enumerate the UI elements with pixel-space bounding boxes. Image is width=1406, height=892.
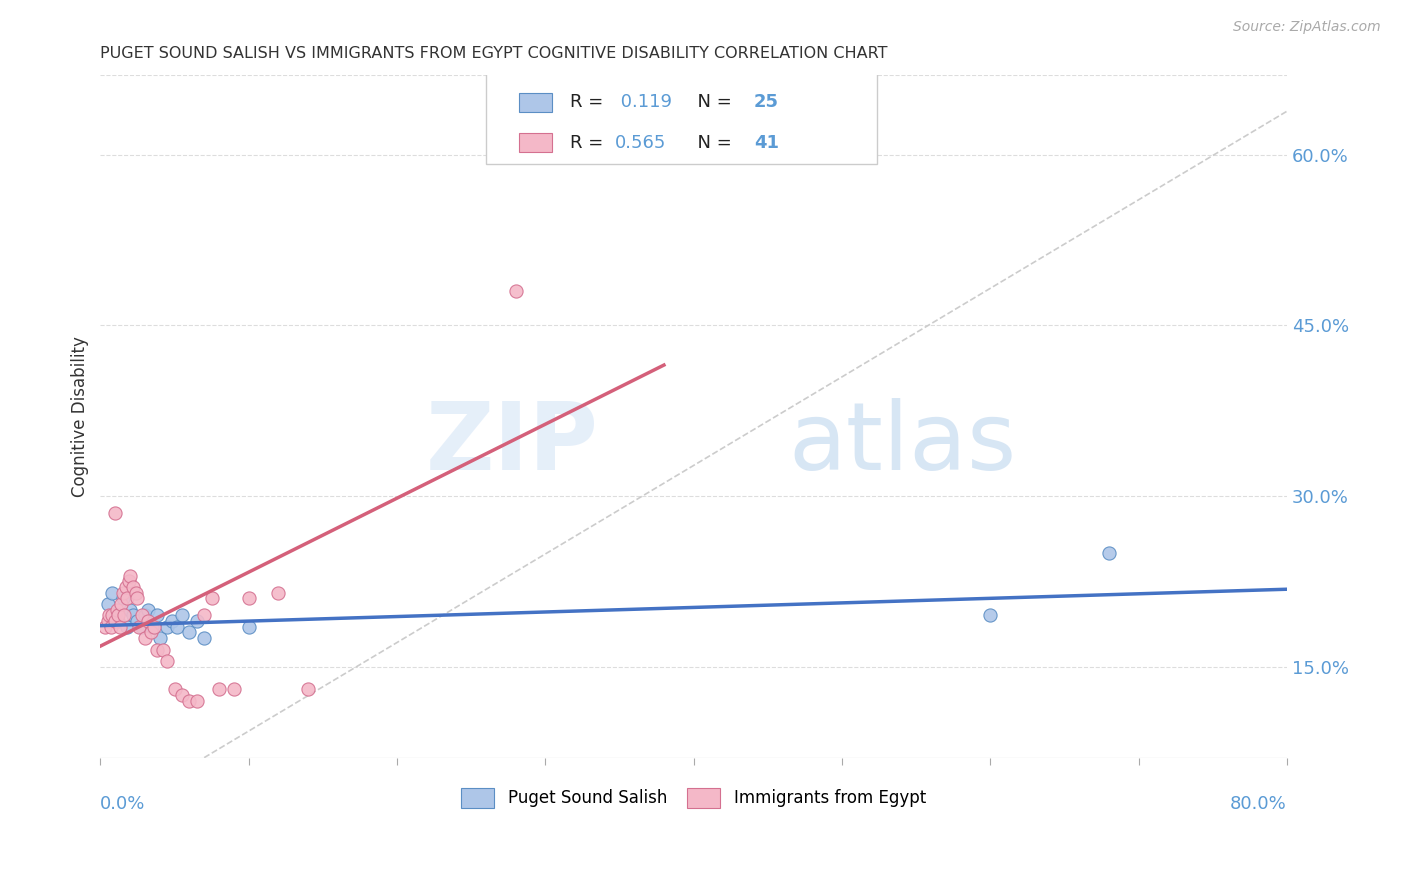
Point (122, 580, 145, 594)
Point (160, 614, 183, 628)
Point (94, 620, 117, 634)
Point (128, 620, 150, 634)
Text: R =: R = (571, 94, 609, 112)
Text: atlas: atlas (789, 398, 1017, 490)
Text: R =: R = (571, 134, 609, 152)
Point (136, 614, 159, 628)
Point (156, 654, 179, 668)
Point (193, 631, 215, 645)
FancyBboxPatch shape (519, 133, 553, 153)
Text: PUGET SOUND SALISH VS IMMIGRANTS FROM EGYPT COGNITIVE DISABILITY CORRELATION CHA: PUGET SOUND SALISH VS IMMIGRANTS FROM EG… (100, 46, 887, 62)
Point (152, 642, 174, 657)
Point (110, 597, 132, 611)
Point (139, 625, 162, 640)
Point (170, 608, 193, 623)
Point (179, 694, 201, 708)
Point (208, 682, 231, 697)
Point (297, 682, 319, 697)
Point (107, 608, 129, 623)
Point (118, 603, 141, 617)
FancyBboxPatch shape (519, 93, 553, 112)
Point (115, 591, 138, 606)
Point (111, 585, 134, 599)
Y-axis label: Cognitive Disability: Cognitive Disability (72, 335, 89, 497)
Point (179, 625, 201, 640)
Point (114, 580, 136, 594)
Point (101, 608, 124, 623)
Point (98, 608, 121, 623)
Point (100, 620, 122, 634)
Point (170, 688, 193, 702)
Point (134, 631, 156, 645)
Point (104, 608, 127, 623)
Point (1098, 546, 1121, 560)
Point (134, 608, 156, 623)
Point (193, 608, 215, 623)
Point (131, 620, 153, 634)
Point (186, 614, 208, 628)
Point (97, 597, 120, 611)
Text: 0.565: 0.565 (616, 134, 666, 152)
Point (117, 574, 139, 589)
Point (186, 694, 208, 708)
Text: 25: 25 (754, 94, 779, 112)
Point (505, 284, 527, 298)
Point (131, 608, 153, 623)
Text: N =: N = (686, 134, 738, 152)
Point (200, 591, 222, 606)
Point (149, 631, 172, 645)
Text: 80.0%: 80.0% (1230, 795, 1286, 814)
Point (979, 608, 1001, 623)
Point (125, 585, 148, 599)
Point (145, 608, 167, 623)
Point (267, 585, 290, 599)
Point (115, 620, 138, 634)
Point (104, 614, 127, 628)
Point (112, 608, 135, 623)
Point (127, 614, 149, 628)
Point (163, 682, 186, 697)
Point (122, 608, 145, 623)
Text: Source: ZipAtlas.com: Source: ZipAtlas.com (1233, 20, 1381, 34)
Point (156, 620, 179, 634)
Point (118, 568, 141, 582)
Point (111, 591, 134, 606)
FancyBboxPatch shape (486, 71, 877, 163)
Legend: Puget Sound Salish, Immigrants from Egypt: Puget Sound Salish, Immigrants from Egyp… (454, 781, 932, 814)
Text: 41: 41 (754, 134, 779, 152)
Text: 0.119: 0.119 (616, 94, 672, 112)
Point (238, 591, 260, 606)
Point (104, 506, 127, 520)
Text: N =: N = (686, 94, 738, 112)
Point (141, 620, 163, 634)
Text: ZIP: ZIP (426, 398, 599, 490)
Point (136, 603, 159, 617)
Point (238, 620, 260, 634)
Point (166, 620, 188, 634)
Point (127, 591, 149, 606)
Point (145, 642, 167, 657)
Point (108, 620, 131, 634)
Text: 0.0%: 0.0% (100, 795, 146, 814)
Point (101, 585, 124, 599)
Point (97, 614, 120, 628)
Point (142, 620, 165, 634)
Point (107, 614, 129, 628)
Point (105, 603, 128, 617)
Point (222, 682, 245, 697)
